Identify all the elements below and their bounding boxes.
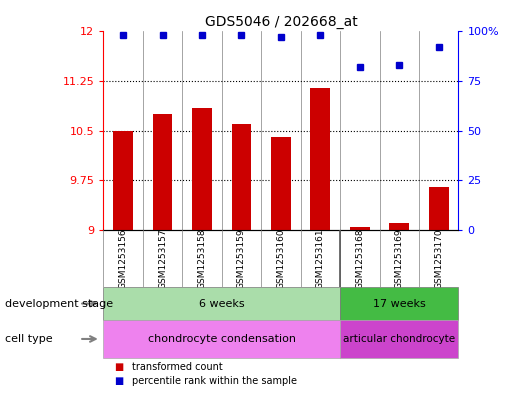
Text: cell type: cell type — [5, 334, 53, 344]
Text: GSM1253157: GSM1253157 — [158, 228, 167, 289]
Text: development stage: development stage — [5, 299, 113, 309]
Bar — [429, 187, 448, 230]
Text: GSM1253169: GSM1253169 — [395, 228, 404, 289]
Bar — [340, 320, 458, 358]
Bar — [103, 287, 340, 320]
Text: articular chondrocyte: articular chondrocyte — [343, 334, 455, 344]
Text: GSM1253161: GSM1253161 — [316, 228, 325, 289]
Text: 6 weeks: 6 weeks — [199, 299, 244, 309]
Bar — [103, 320, 340, 358]
Title: GDS5046 / 202668_at: GDS5046 / 202668_at — [205, 15, 357, 29]
Bar — [113, 130, 133, 230]
Bar — [340, 287, 458, 320]
Text: GSM1253168: GSM1253168 — [355, 228, 364, 289]
Text: percentile rank within the sample: percentile rank within the sample — [132, 376, 297, 386]
Bar — [232, 124, 251, 230]
Bar — [271, 137, 291, 230]
Text: GSM1253170: GSM1253170 — [434, 228, 443, 289]
Text: ■: ■ — [114, 376, 123, 386]
Bar — [192, 108, 212, 230]
Bar — [153, 114, 172, 230]
Bar — [350, 227, 369, 230]
Text: chondrocyte condensation: chondrocyte condensation — [148, 334, 296, 344]
Bar — [311, 88, 330, 230]
Text: ■: ■ — [114, 362, 123, 373]
Text: GSM1253160: GSM1253160 — [277, 228, 285, 289]
Bar — [390, 223, 409, 230]
Text: GSM1253156: GSM1253156 — [119, 228, 128, 289]
Text: GSM1253158: GSM1253158 — [198, 228, 207, 289]
Text: transformed count: transformed count — [132, 362, 223, 373]
Text: 17 weeks: 17 weeks — [373, 299, 426, 309]
Text: GSM1253159: GSM1253159 — [237, 228, 246, 289]
